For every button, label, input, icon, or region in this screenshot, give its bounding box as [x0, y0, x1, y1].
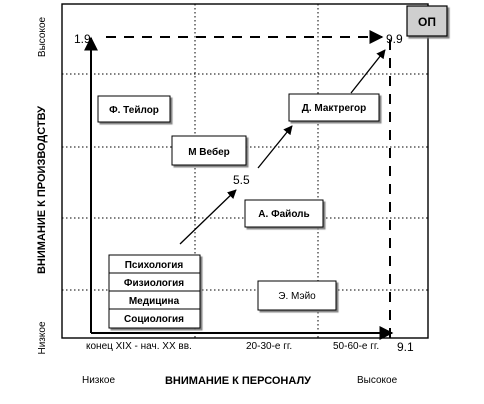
y-axis-high-label: Высокое: [37, 16, 48, 57]
box-mcgregor: Д. Мактрегор: [288, 93, 380, 122]
period-label-3: 50-60-е гг.: [333, 341, 379, 352]
corner-top-right: 9.9: [386, 32, 403, 46]
period-label-1: конец XIX - нач. XX вв.: [86, 341, 192, 352]
stack-item-medicine: Медицина: [129, 296, 180, 307]
box-weber-label: М Вебер: [188, 146, 230, 158]
diagonal-arrow-middle: [257, 125, 293, 169]
box-mayo: Э. Мэйо: [257, 280, 337, 311]
stack-item-physiology: Физиология: [124, 278, 184, 289]
period-label-2: 20-30-е гг.: [246, 341, 292, 352]
x-axis-low-label: Низкое: [82, 375, 115, 386]
box-fayol: А. Файоль: [244, 199, 324, 228]
op-badge: ОП: [406, 5, 448, 37]
corner-center: 5.5: [233, 173, 250, 187]
corner-bottom-right: 9.1: [397, 340, 414, 354]
box-taylor: Ф. Тейлор: [97, 95, 171, 123]
stack-item-sociology: Социология: [124, 314, 184, 325]
box-mayo-label: Э. Мэйо: [278, 291, 316, 302]
x-axis-title: ВНИМАНИЕ К ПЕРСОНАЛУ: [165, 375, 311, 387]
y-axis-low-label: Низкое: [37, 321, 48, 354]
x-axis-high-label: Высокое: [357, 375, 398, 386]
op-badge-label: ОП: [418, 15, 436, 29]
y-axis-title: ВНИМАНИЕ К ПРОИЗВОДСТВУ: [36, 106, 48, 274]
box-taylor-label: Ф. Тейлор: [109, 105, 159, 116]
corner-top-left: 1.9: [74, 32, 91, 46]
box-fayol-label: А. Файоль: [258, 209, 309, 220]
box-weber: М Вебер: [171, 135, 247, 166]
box-mcgregor-label: Д. Мактрегор: [302, 103, 367, 114]
diagonal-arrow-upper: [350, 49, 386, 94]
stack-item-psychology: Психология: [125, 260, 184, 271]
disciplines-stack: Психология Физиология Медицина Социологи…: [108, 254, 201, 329]
diagonal-arrow-lower: [179, 189, 237, 245]
